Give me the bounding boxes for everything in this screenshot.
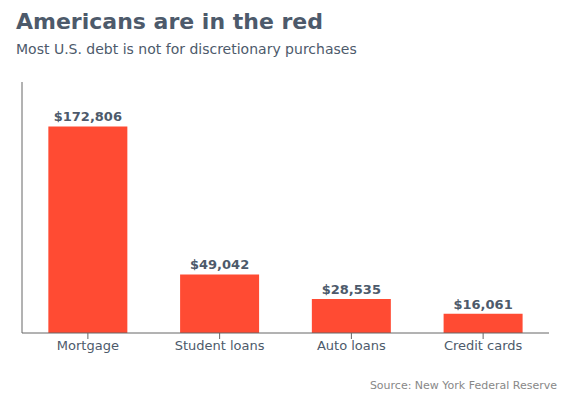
html-text:Source: New York Federal Reser: Source: New York Federal Reserve <box>369 379 557 392</box>
html-text:Most U.S. debt is not for disc: Most U.S. debt is not for discretionary … <box>16 41 357 57</box>
svg-text:$49,042: $49,042 <box>190 257 249 272</box>
svg-text:$28,535: $28,535 <box>322 282 381 297</box>
html-text:Americans are in the red: Americans are in the red <box>16 9 323 34</box>
svg-text:Auto loans: Auto loans <box>317 338 386 353</box>
svg-text:$172,806: $172,806 <box>54 109 122 124</box>
svg-text:Student loans: Student loans <box>175 338 265 353</box>
svg-text:Credit cards: Credit cards <box>444 338 523 353</box>
svg-text:$16,061: $16,061 <box>453 297 512 312</box>
svg-text:Mortgage: Mortgage <box>57 338 119 353</box>
